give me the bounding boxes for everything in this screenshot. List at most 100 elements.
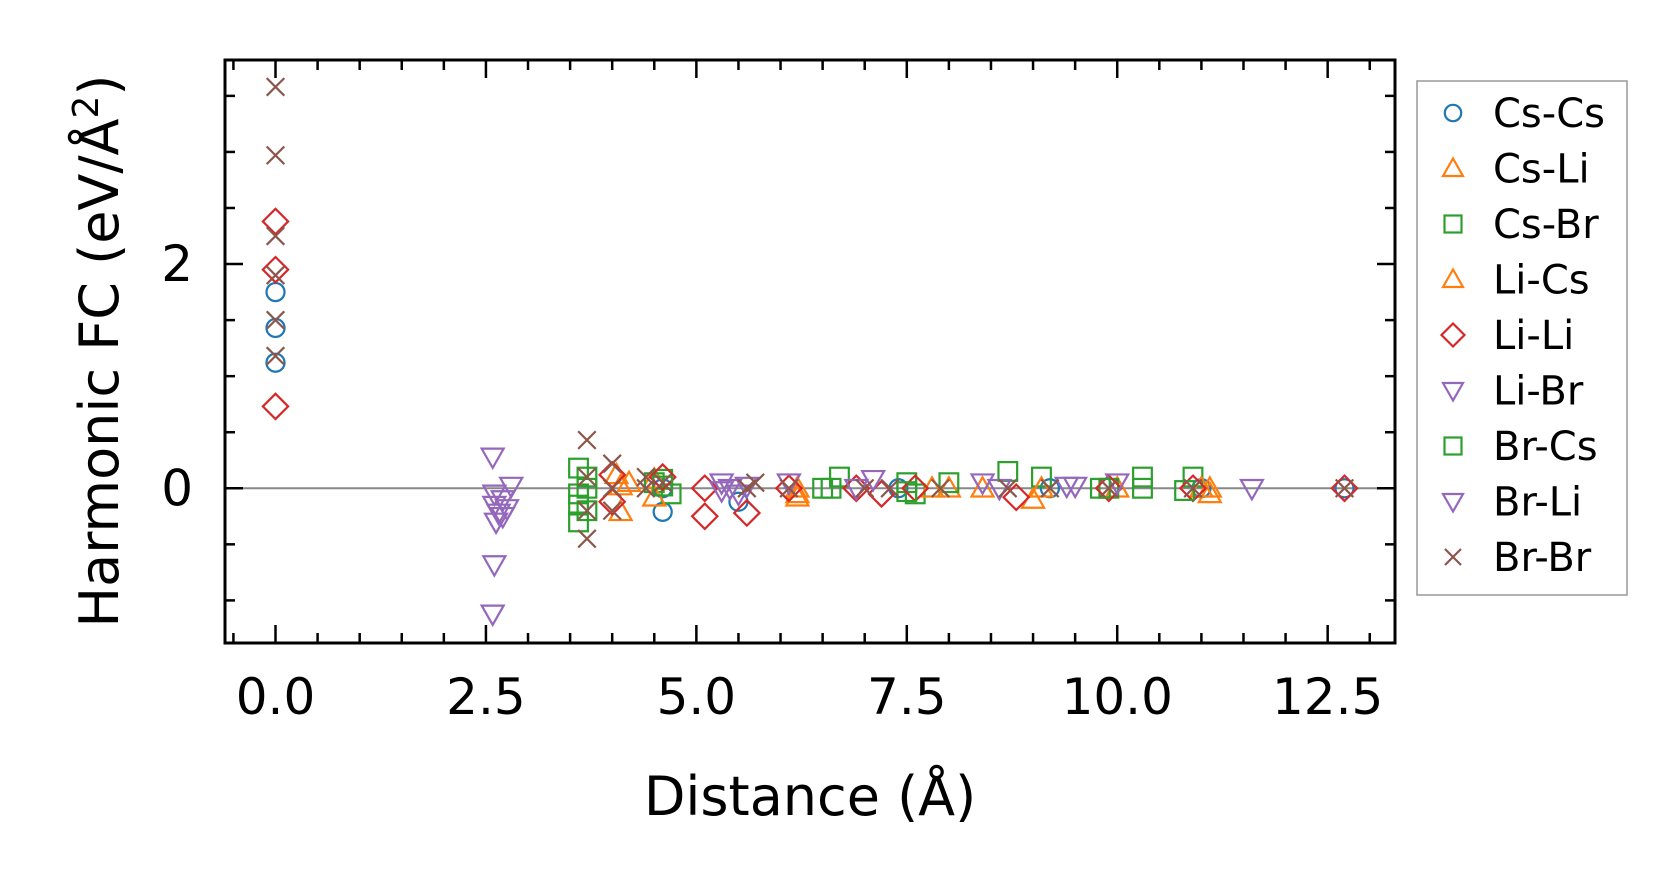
legend-item-li-br: Li-Br — [1441, 369, 1584, 415]
data-point — [784, 484, 811, 507]
data-point — [265, 352, 286, 373]
data-point — [636, 478, 656, 498]
data-point — [896, 481, 918, 503]
data-point — [602, 478, 622, 498]
legend-items: Cs-Cs Cs-Li Cs-Br Li-Cs Li-Li Li-Br Br-Cs Br-Li… — [1439, 91, 1605, 581]
x-axis-label: Distance (Å) — [644, 764, 976, 828]
legend: Cs-Cs Cs-Li Cs-Br Li-Cs Li-Li Li-Br Br-Cs Br-Li… — [1416, 80, 1628, 596]
data-point — [717, 478, 743, 502]
legend-label: Cs-Li — [1493, 147, 1590, 193]
legend-marker — [1441, 156, 1465, 178]
legend-marker — [1444, 548, 1462, 566]
data-point — [774, 474, 804, 503]
data-point — [261, 207, 290, 236]
data-point — [265, 265, 286, 285]
data-point — [1330, 474, 1359, 503]
data-point — [265, 346, 286, 366]
legend-marker — [1439, 321, 1467, 349]
data-point — [1334, 478, 1355, 499]
legend-label: Cs-Cs — [1493, 91, 1605, 137]
data-point — [969, 475, 996, 498]
legend-label: Br-Br — [1493, 535, 1592, 581]
data-point — [648, 462, 677, 492]
data-point — [812, 477, 834, 499]
data-point — [481, 484, 508, 508]
data-point — [261, 392, 290, 421]
legend-item-li-cs: Li-Cs — [1441, 258, 1590, 304]
legend-item-cs-li: Cs-Li — [1441, 147, 1590, 193]
data-point — [616, 469, 642, 493]
data-point — [1196, 480, 1223, 504]
legend-item-br-cs: Br-Cs — [1443, 424, 1598, 470]
legend-label: Li-Cs — [1493, 258, 1590, 304]
data-point — [708, 481, 735, 504]
data-point — [489, 506, 516, 530]
x-tick-label: 12.5 — [1272, 668, 1383, 726]
data-point — [1132, 477, 1153, 499]
data-point — [576, 500, 598, 522]
data-point — [690, 474, 719, 503]
legend-label: Cs-Br — [1493, 202, 1599, 248]
data-point — [261, 255, 290, 284]
data-point — [577, 430, 597, 450]
legend-marker — [1441, 381, 1465, 403]
data-point — [576, 466, 598, 488]
legend-marker — [1443, 103, 1463, 123]
data-point — [1132, 466, 1153, 488]
legend-item-br-li: Br-Li — [1441, 480, 1582, 526]
data-point — [265, 310, 286, 330]
data-point — [938, 472, 960, 494]
data-point — [1002, 483, 1031, 512]
legend-item-cs-br: Cs-Br — [1443, 202, 1599, 248]
plot-frame — [223, 58, 1397, 645]
legend-label: Li-Br — [1493, 369, 1584, 415]
data-point — [855, 478, 875, 498]
legend-marker — [1441, 492, 1465, 514]
x-tick-label: 7.5 — [867, 668, 947, 726]
data-point — [829, 466, 850, 488]
data-point — [265, 77, 286, 97]
data-point — [779, 478, 799, 498]
data-point — [265, 145, 286, 165]
data-point — [577, 501, 597, 521]
legend-label: Br-Cs — [1493, 424, 1598, 470]
data-point — [576, 477, 598, 499]
data-point — [479, 447, 506, 471]
series-br-br — [265, 77, 1355, 549]
data-point — [708, 473, 735, 496]
data-point — [1099, 478, 1119, 498]
legend-item-cs-cs: Cs-Cs — [1443, 91, 1605, 137]
y-axis-label-main: Harmonic FC (eV/Å — [67, 118, 131, 627]
legend-item-li-li: Li-Li — [1439, 313, 1574, 359]
legend-label: Br-Li — [1493, 480, 1582, 526]
data-point — [1239, 478, 1265, 502]
data-point — [481, 555, 508, 578]
data-point — [597, 487, 627, 516]
markers-layer — [261, 77, 1359, 628]
data-point — [602, 454, 622, 474]
y-axis-label-close: ) — [68, 75, 131, 96]
legend-marker — [1443, 436, 1463, 456]
tick-labels-layer: 0.0 2.5 5.0 7.5 10.0 12.5 0 2 — [161, 235, 1383, 726]
data-point — [880, 478, 900, 498]
data-point — [265, 226, 286, 246]
data-point — [1334, 478, 1355, 498]
y-tick-label: 2 — [161, 235, 193, 293]
data-point — [1183, 478, 1203, 498]
data-point — [737, 478, 757, 498]
data-point — [653, 473, 673, 493]
data-point — [745, 473, 765, 493]
x-tick-label: 5.0 — [657, 668, 737, 726]
data-point — [577, 467, 597, 487]
x-tick-label: 10.0 — [1062, 668, 1173, 726]
data-point — [930, 478, 951, 498]
data-point — [1031, 466, 1052, 488]
x-tick-label: 0.0 — [236, 668, 316, 726]
data-point — [733, 476, 760, 500]
data-point — [1094, 474, 1124, 503]
data-point — [577, 529, 597, 549]
data-point — [969, 473, 996, 496]
y-axis-label-superscript: 2 — [66, 96, 107, 119]
data-point — [690, 502, 719, 531]
legend-label: Li-Li — [1493, 313, 1574, 359]
